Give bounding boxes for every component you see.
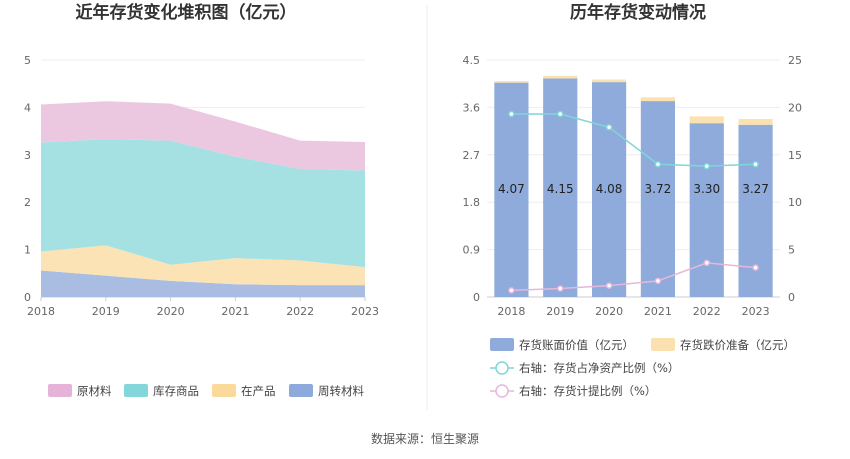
right-legend-label: 存货跌价准备（亿元） <box>680 338 795 352</box>
bar-value-label: 4.15 <box>547 182 574 196</box>
right-y-tick: 1.8 <box>463 196 481 209</box>
left-areas <box>41 101 365 297</box>
left-legend-label: 周转材料 <box>318 384 364 398</box>
left-y-tick: 5 <box>24 54 31 67</box>
bar-book-value <box>689 123 724 297</box>
right-legend-marker <box>495 361 509 375</box>
right-legend-marker <box>495 384 509 398</box>
bar-impairment <box>543 75 578 79</box>
left-x-axis: 2018 2019 2020 2021 2022 2023 <box>27 297 379 318</box>
right-y-tick: 0.9 <box>463 244 481 257</box>
bar-impairment <box>738 118 773 125</box>
right-y2-tick: 5 <box>788 244 795 257</box>
bar-value-label: 3.72 <box>645 182 672 196</box>
line-point <box>703 259 710 267</box>
left-y-axis: 0 1 2 3 4 5 <box>24 54 31 304</box>
left-x-tick: 2019 <box>92 305 120 318</box>
right-x-tick: 2018 <box>497 305 525 318</box>
right-y-axis: 0 0.9 1.8 2.7 3.6 4.5 <box>463 54 481 304</box>
right-y-tick: 0 <box>473 291 480 304</box>
right-x-axis: 2018 2019 2020 2021 2022 2023 <box>497 305 769 318</box>
bar-impairment <box>640 97 676 102</box>
bar-impairment <box>591 79 627 83</box>
left-x-tick: 2021 <box>221 305 249 318</box>
left-x-tick: 2022 <box>286 305 314 318</box>
left-y-tick: 0 <box>24 291 31 304</box>
area-3 <box>41 101 365 171</box>
line-point <box>605 282 613 289</box>
line-point <box>654 277 662 285</box>
right-legend-swatch <box>651 338 675 351</box>
area-0 <box>41 270 365 297</box>
bar-impairment <box>689 116 724 124</box>
left-legend-swatch <box>289 384 313 397</box>
right-x-tick: 2020 <box>595 305 623 318</box>
line-point <box>557 285 564 292</box>
bar-value-label: 3.27 <box>742 182 769 196</box>
right-lines <box>508 110 759 294</box>
right-y-tick: 4.5 <box>463 54 481 67</box>
bar-book-value <box>640 101 676 297</box>
line-point <box>508 110 515 118</box>
left-x-tick: 2020 <box>157 305 185 318</box>
inventory-change-chart: 历年存货变动情况 4.07 4.15 4.08 3.72 3.30 3.27 0 0.9 1.… <box>463 2 803 398</box>
left-legend-label: 原材料 <box>77 384 112 398</box>
line-point <box>752 264 759 271</box>
right-legend: 存货账面价值（亿元） 存货跌价准备（亿元）右轴：存货占净资产比例（%） 右轴：存货计… <box>490 338 795 398</box>
right-y2-tick: 15 <box>788 149 802 162</box>
left-legend: 原材料 库存商品 在产品 周转材料 <box>48 384 364 398</box>
bar-book-value <box>494 82 529 297</box>
line-point <box>703 162 710 170</box>
bar-value-label: 4.07 <box>498 182 525 196</box>
bar-book-value <box>738 124 773 297</box>
right-legend-label: 存货账面价值（亿元） <box>519 338 634 352</box>
right-chart-title: 历年存货变动情况 <box>570 2 706 23</box>
left-y-tick: 1 <box>24 244 31 257</box>
left-x-tick: 2023 <box>351 305 379 318</box>
right-y2-tick: 0 <box>788 291 795 304</box>
left-legend-swatch <box>124 384 148 397</box>
line-point <box>752 161 759 168</box>
right-grid <box>487 59 780 298</box>
right-y2-axis: 0 5 10 15 20 25 <box>788 54 802 304</box>
line-series-0 <box>511 113 756 167</box>
right-x-tick: 2022 <box>693 305 721 318</box>
left-y-tick: 3 <box>24 149 31 162</box>
area-2 <box>41 139 365 268</box>
left-x-tick: 2018 <box>27 305 55 318</box>
right-x-tick: 2021 <box>644 305 672 318</box>
stacked-area-chart: 近年存货变化堆积图（亿元） 0 1 2 3 4 5 2018 2019 2020 2021 202… <box>24 2 379 398</box>
left-chart-title: 近年存货变化堆积图（亿元） <box>76 2 297 23</box>
left-legend-swatch <box>48 384 72 397</box>
right-x-tick: 2019 <box>546 305 574 318</box>
right-legend-swatch <box>490 338 514 351</box>
right-y-tick: 3.6 <box>463 101 481 114</box>
bar-impairment <box>494 81 529 83</box>
right-bars: 4.07 4.15 4.08 3.72 3.30 3.27 <box>494 75 773 298</box>
left-legend-label: 在产品 <box>241 384 276 398</box>
left-legend-swatch <box>212 384 236 397</box>
line-point <box>508 287 515 294</box>
left-y-tick: 4 <box>24 101 31 114</box>
source-note: 数据来源：恒生聚源 <box>371 431 479 446</box>
right-y-tick: 2.7 <box>463 149 481 162</box>
right-legend-label: 右轴：存货占净资产比例（%） <box>519 361 679 375</box>
left-y-tick: 2 <box>24 196 31 209</box>
right-x-tick: 2023 <box>742 305 770 318</box>
area-1 <box>41 245 365 286</box>
line-point <box>605 124 613 131</box>
bar-value-label: 4.08 <box>596 182 623 196</box>
right-y2-tick: 10 <box>788 196 802 209</box>
bar-value-label: 3.30 <box>693 182 720 196</box>
bar-book-value <box>591 82 627 298</box>
line-point <box>654 161 662 168</box>
right-y2-tick: 25 <box>788 54 802 67</box>
line-series-1 <box>511 262 756 292</box>
right-legend-label: 右轴：存货计提比例（%） <box>519 384 656 398</box>
left-legend-label: 库存商品 <box>153 384 199 398</box>
right-y2-tick: 20 <box>788 101 802 114</box>
line-point <box>557 110 564 118</box>
